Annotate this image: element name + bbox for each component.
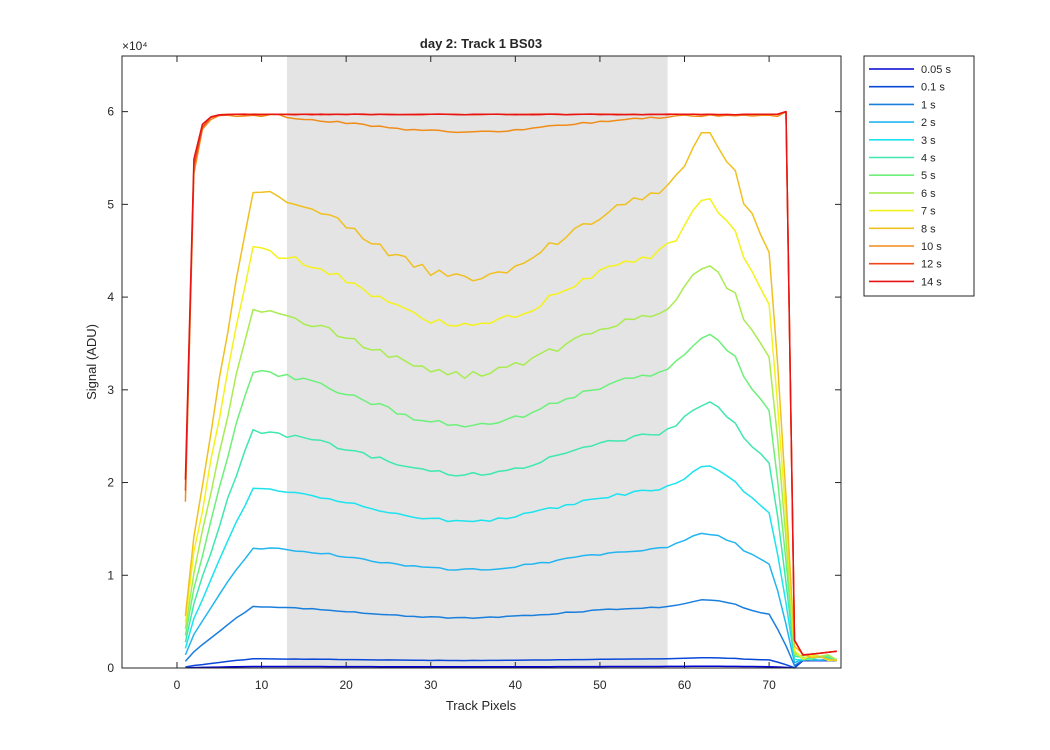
y-tick-label: 5 — [107, 197, 114, 211]
legend-label: 0.05 s — [921, 64, 951, 76]
y-tick-label: 3 — [107, 383, 114, 397]
legend-label: 4 s — [921, 153, 936, 165]
x-tick-labels: 0 10 20 30 40 50 60 70 — [174, 678, 776, 692]
x-tick-label: 60 — [678, 678, 692, 692]
series-line-14-s — [184, 110, 837, 656]
series-line-5-s — [184, 333, 838, 661]
series-line-2-s — [184, 532, 837, 664]
series-line-0-1-s — [185, 657, 837, 669]
x-tick-label: 50 — [593, 678, 607, 692]
series-layer — [184, 110, 838, 669]
y-tick-label: 2 — [107, 476, 114, 490]
highlight-region-layer — [286, 56, 668, 668]
legend-label: 6 s — [921, 188, 936, 200]
x-tick-label: 70 — [762, 678, 776, 692]
y-axis-label: Signal (ADU) — [84, 324, 99, 400]
legend-label: 2 s — [921, 117, 936, 129]
series-line-8-s — [184, 131, 837, 662]
y-tick-labels: 0 1 2 3 4 5 6 — [107, 105, 114, 675]
legend: 0.05 s 0.1 s 1 s 2 s 3 s 4 s 5 s 6 s 7 s 8 s 10 s 1… — [863, 55, 975, 297]
x-tick-label: 10 — [255, 678, 269, 692]
x-tick-label: 30 — [424, 678, 438, 692]
chart-title: day 2: Track 1 BS03 — [420, 36, 542, 51]
y-tick-label: 4 — [107, 290, 114, 304]
legend-label: 5 s — [921, 170, 936, 182]
legend-label: 14 s — [921, 276, 942, 288]
y-tick-label: 6 — [107, 105, 114, 119]
legend-label: 7 s — [921, 206, 936, 218]
x-tick-label: 0 — [174, 678, 181, 692]
series-line-6-s — [184, 265, 838, 661]
legend-label: 8 s — [921, 223, 936, 235]
highlight-region — [286, 56, 668, 668]
x-tick-label: 20 — [339, 678, 353, 692]
legend-label: 1 s — [921, 99, 936, 111]
y-exponent-label: ×10⁴ — [122, 39, 148, 53]
series-line-7-s — [184, 197, 837, 662]
series-line-0-05-s — [185, 659, 837, 669]
legend-label: 10 s — [921, 241, 942, 253]
legend-label: 3 s — [921, 135, 936, 147]
series-line-3-s — [184, 465, 837, 661]
x-axis-label: Track Pixels — [446, 698, 517, 713]
series-line-1-s — [184, 599, 837, 667]
legend-label: 12 s — [921, 259, 942, 271]
y-tick-label: 1 — [107, 568, 114, 582]
x-tick-label: 40 — [509, 678, 523, 692]
series-line-4-s — [184, 401, 837, 661]
plot-frame — [121, 55, 842, 669]
y-tick-label: 0 — [107, 661, 114, 675]
legend-label: 0.1 s — [921, 82, 945, 94]
